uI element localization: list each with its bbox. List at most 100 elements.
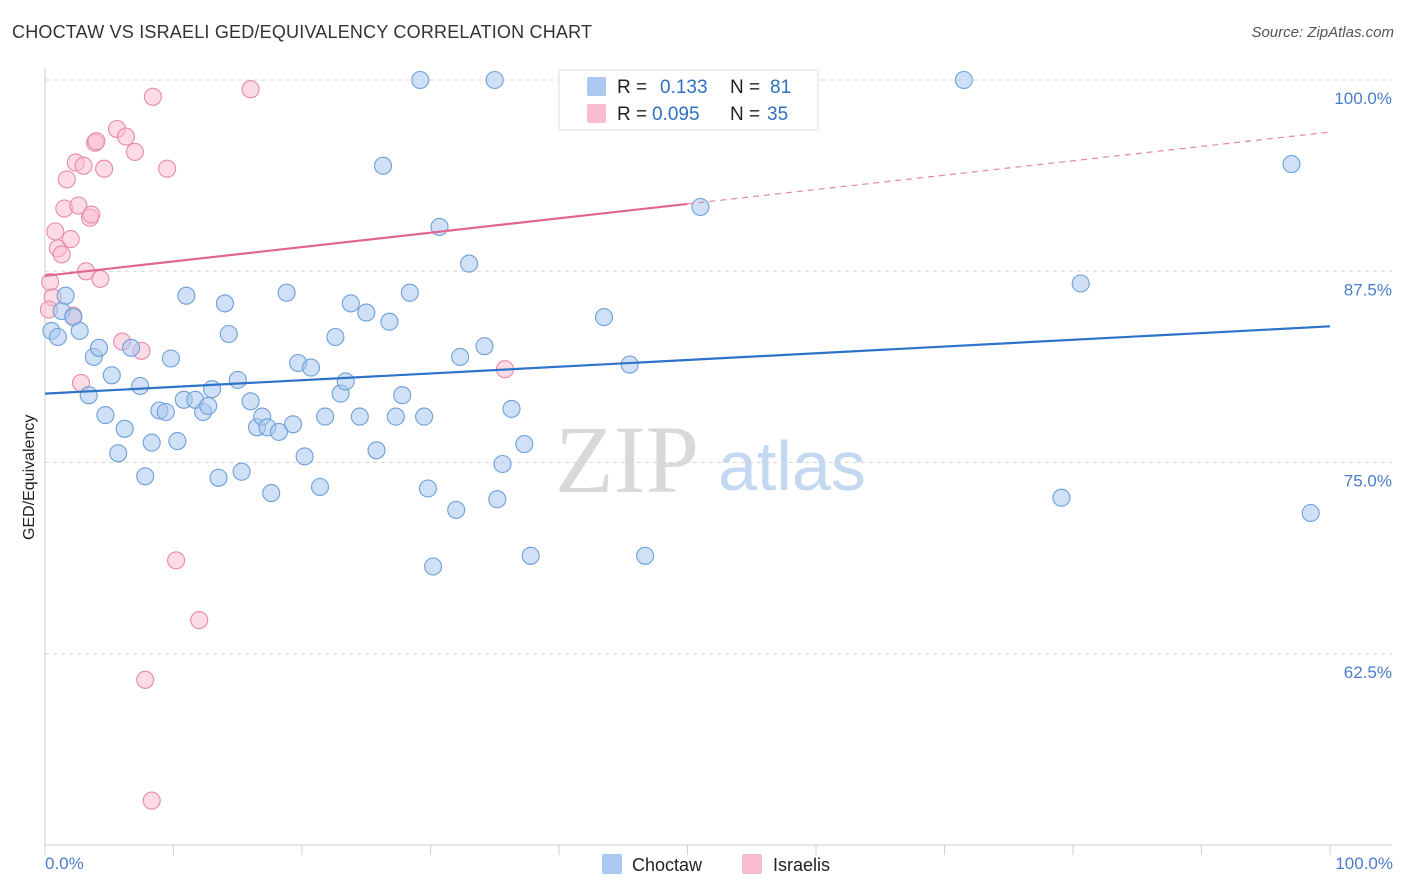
legend-n-label-2: N = (730, 104, 760, 125)
choctaw-point (89, 338, 109, 357)
choctaw-point (56, 286, 75, 305)
choctaw-point (1052, 488, 1071, 507)
choctaw-point (493, 454, 512, 474)
choctaw-point (295, 447, 314, 466)
legend-r-value-1: 0.133 (660, 77, 708, 98)
choctaw-point (350, 407, 369, 426)
y-tick-label: 62.5% (1344, 663, 1392, 682)
y-tick-label: 75.0% (1344, 472, 1392, 491)
legend-bottom-label-israelis: Israelis (773, 855, 830, 875)
legend-swatch-israelis (587, 104, 606, 123)
legend-r-label-2: R = (617, 104, 647, 125)
choctaw-point (447, 500, 466, 519)
legend-r-label-1: R = (617, 77, 647, 98)
watermark-atlas: atlas (718, 427, 866, 505)
israeli-point (82, 205, 101, 224)
legend-n-value-1: 81 (770, 77, 791, 98)
choctaw-point (70, 321, 89, 340)
choctaw-point (136, 467, 155, 486)
choctaw-point (215, 294, 234, 313)
israeli-point (57, 170, 76, 189)
choctaw-point (326, 327, 345, 347)
israeli-point (136, 670, 155, 689)
choctaw-point (1282, 155, 1301, 174)
choctaw-point (219, 324, 238, 344)
legend-swatch-choctaw (587, 77, 606, 96)
legend-top: R = 0.133 N = 81 R = 0.095 N = 35 (558, 69, 819, 131)
x-tick-labels: 0.0% 100.0% (45, 854, 1393, 873)
israeli-point (125, 142, 144, 161)
choctaw-point (277, 283, 296, 302)
chart-source: Source: ZipAtlas.com (1251, 24, 1394, 41)
israeli-point (143, 87, 162, 106)
israeli-point (116, 127, 136, 146)
choctaw-point (336, 372, 355, 391)
choctaw-point (161, 349, 180, 368)
watermark-zip: ZIP (555, 406, 699, 513)
watermark: ZIP atlas (555, 406, 866, 513)
choctaw-point (386, 407, 405, 426)
legend-n-label-1: N = (730, 77, 760, 98)
y-axis-label: GED/Equivalency (21, 415, 38, 540)
series-israelis (39, 70, 633, 810)
choctaw-point (228, 370, 247, 389)
choctaw-point (1301, 503, 1320, 523)
israeli-point (142, 791, 161, 810)
choctaw-point (79, 386, 98, 405)
israeli-point (87, 132, 106, 151)
choctaw-point (131, 376, 150, 396)
choctaw-point (109, 444, 128, 463)
x-tick-label: 100.0% (1335, 854, 1393, 873)
choctaw-point (232, 462, 251, 481)
choctaw-point (367, 441, 386, 460)
choctaw-point (451, 347, 470, 366)
choctaw-point (357, 303, 376, 322)
legend-bottom-label-choctaw: Choctaw (632, 855, 703, 875)
choctaw-point (620, 355, 639, 374)
choctaw-point (142, 433, 161, 452)
israeli-point (241, 80, 260, 99)
israeli-point (69, 196, 88, 215)
choctaw-point (48, 327, 67, 347)
israeli-point (190, 611, 209, 630)
choctaw-point (269, 422, 288, 441)
choctaw-point (400, 283, 419, 302)
choctaw-point (115, 419, 134, 438)
choctaw-point (341, 294, 360, 313)
israeli-point (61, 230, 80, 249)
axes (44, 68, 1392, 855)
choctaw-point (515, 435, 534, 454)
choctaw-point (283, 415, 303, 434)
legend-r-value-2: 0.095 (652, 104, 700, 125)
choctaw-point (102, 366, 121, 385)
choctaw-point (301, 358, 321, 377)
legend-n-value-2: 35 (767, 104, 788, 125)
series-choctaw (42, 70, 1320, 576)
choctaw-point (393, 386, 412, 405)
choctaw-point (954, 70, 973, 90)
choctaw-point (316, 407, 335, 426)
choctaw-point (203, 380, 222, 399)
choctaw-point (310, 477, 330, 497)
choctaw-point (485, 70, 504, 90)
choctaw-point (424, 557, 443, 576)
israeli-point (46, 222, 65, 241)
legend-bottom-swatch-israelis (742, 854, 762, 874)
legend-bottom-swatch-choctaw (602, 854, 622, 874)
choctaw-point (209, 468, 228, 487)
choctaw-point (488, 490, 507, 509)
israeli-point (91, 269, 110, 288)
choctaw-point (460, 254, 479, 273)
choctaw-point (521, 546, 540, 565)
choctaw-point (199, 396, 218, 415)
choctaw-point (96, 406, 115, 425)
choctaw-point (156, 402, 175, 422)
choctaw-point (122, 338, 141, 357)
y-tick-label: 87.5% (1344, 280, 1392, 299)
israeli-point (52, 245, 71, 264)
israeli-trend-extension (687, 131, 1331, 205)
choctaw-point (168, 432, 187, 451)
choctaw-point (262, 484, 281, 503)
israeli-point (95, 159, 114, 178)
